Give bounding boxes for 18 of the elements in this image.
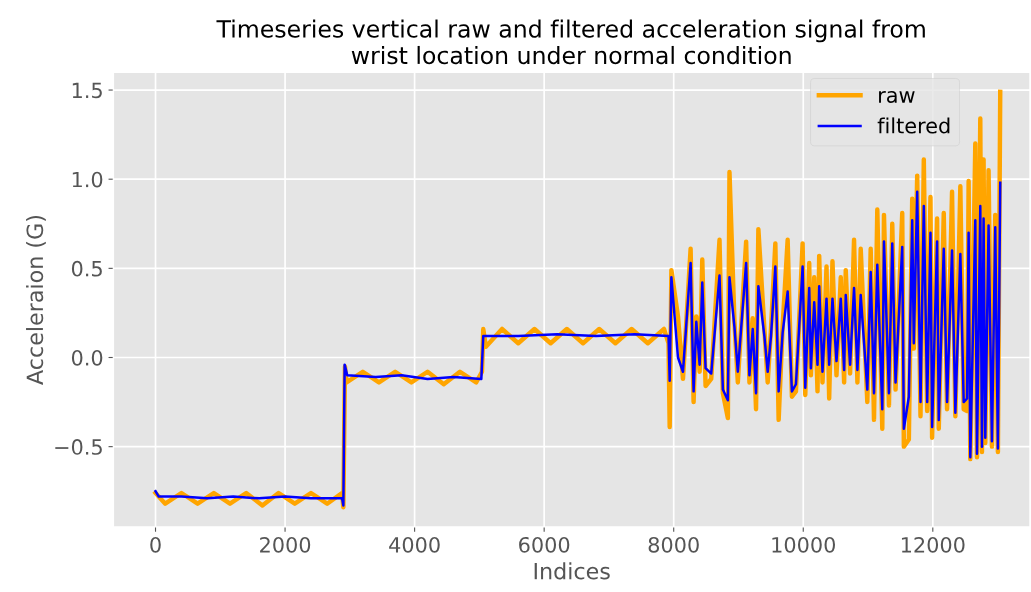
y-tick-label: 0.0 xyxy=(71,349,103,366)
y-tick-label: 1.5 xyxy=(72,82,102,99)
chart-title: Timeseries vertical raw and filtered acceleration signal from wrist location under normal condition xyxy=(216,19,925,65)
y-axis-title: Acceleraion (G) xyxy=(26,215,46,385)
y-tick-label: 0.5 xyxy=(71,260,102,277)
x-tick-label: 2000 xyxy=(260,536,311,553)
x-axis-title: Indices xyxy=(534,562,610,580)
legend-label: filtered xyxy=(877,117,950,134)
line-series xyxy=(154,181,1002,507)
y-tick-label: 1.0 xyxy=(72,171,103,188)
x-tick-label: 12000 xyxy=(901,536,965,553)
x-tick-label: 0 xyxy=(150,536,161,553)
legend-label: raw xyxy=(879,90,915,103)
x-tick-label: 8000 xyxy=(648,536,699,553)
x-tick-label: 6000 xyxy=(519,536,570,553)
y-tick-label: −0.5 xyxy=(55,439,102,455)
x-tick-label: 10000 xyxy=(772,536,836,553)
x-tick-label: 4000 xyxy=(389,536,440,553)
